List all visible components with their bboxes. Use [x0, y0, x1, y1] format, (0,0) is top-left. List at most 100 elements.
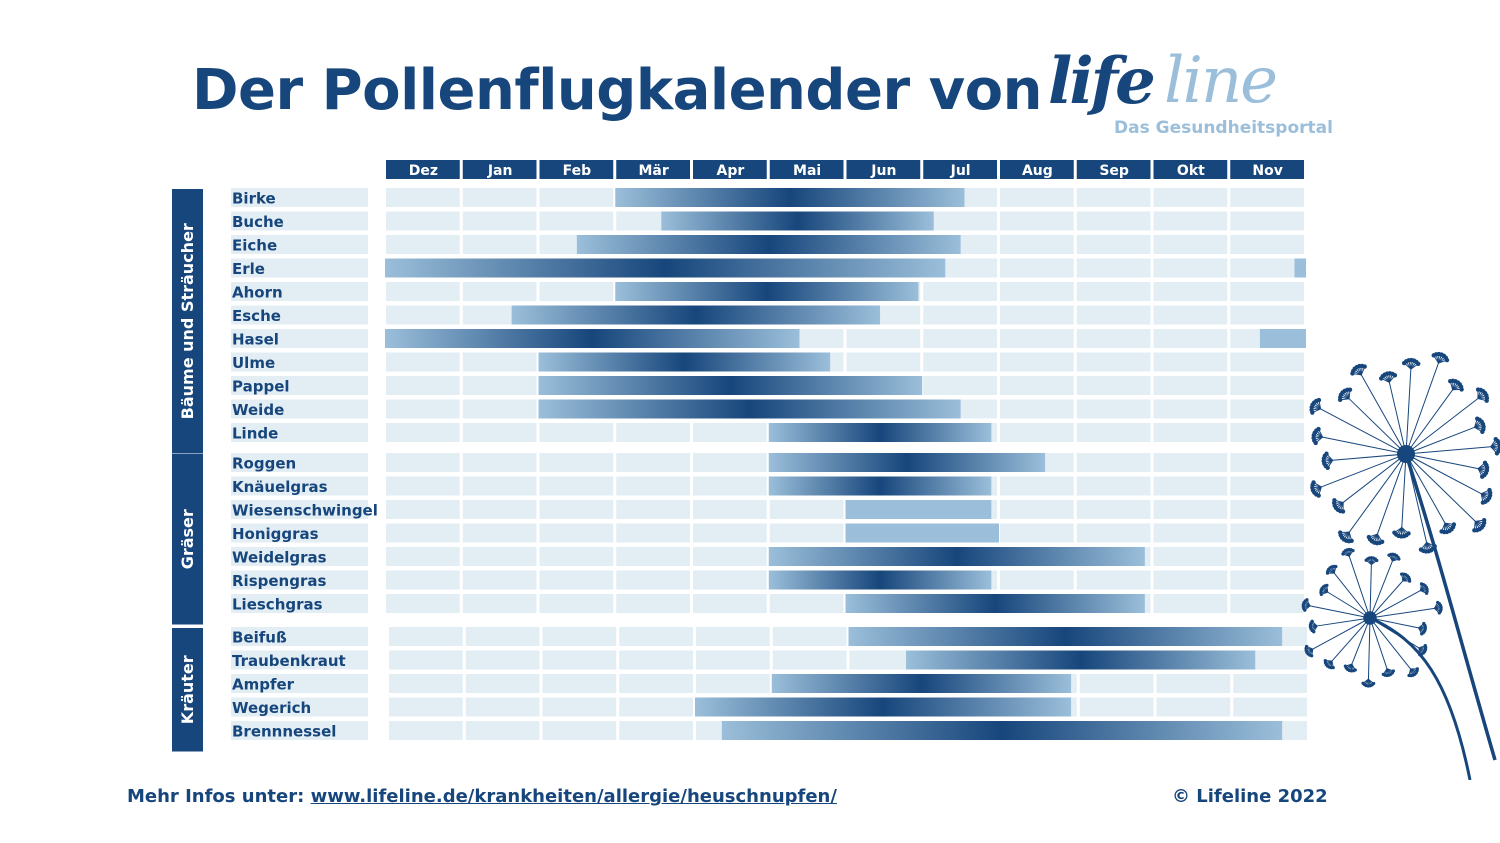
dandelion-center: [1397, 445, 1415, 463]
pollen-bar: [385, 329, 800, 348]
dandelion-stem: [1404, 453, 1497, 761]
grid-cell: [1153, 282, 1228, 301]
pollen-bar: [848, 627, 1283, 646]
footer-more-info: Mehr Infos unter: www.lifeline.de/krankh…: [127, 786, 837, 807]
grid-cell: [1153, 376, 1228, 395]
grid-cell: [389, 721, 463, 740]
grid-cell: [849, 650, 924, 670]
grid-cell: [1230, 352, 1304, 372]
grid-cell: [1000, 399, 1074, 419]
seed-filament: [1367, 617, 1371, 680]
grid-cell: [542, 650, 617, 670]
grid-cell: [462, 352, 537, 372]
seed-filament: [1405, 369, 1412, 455]
logo-life-text: life: [1048, 44, 1156, 119]
grid-cell: [386, 282, 460, 301]
grid-cell: [1230, 423, 1304, 442]
seed-tip: [1392, 530, 1397, 535]
month-header-cell: [616, 160, 690, 179]
seed-tip: [1480, 500, 1486, 505]
grid-cell: [1076, 211, 1151, 231]
grid-cell: [923, 352, 997, 372]
seed-filament: [1320, 408, 1407, 455]
group-label: Gräser: [178, 509, 197, 569]
grid-cell: [1153, 500, 1228, 519]
month-label: Nov: [1252, 163, 1282, 179]
seed-filament: [1369, 580, 1404, 619]
row-label: Lieschgras: [232, 596, 323, 614]
grid-cell: [696, 674, 770, 693]
grid-cell: [462, 476, 537, 496]
grid-cell: [693, 453, 767, 472]
row-label: Eiche: [232, 237, 277, 255]
grid-cell: [1000, 376, 1074, 395]
seed-filament: [1322, 436, 1407, 455]
grid-cell: [1000, 500, 1074, 519]
pollen-bar: [768, 570, 992, 590]
grid-cell: [386, 423, 460, 442]
seed-filament: [1405, 453, 1476, 522]
seed-filament: [1348, 556, 1371, 619]
seed-filament: [1342, 453, 1407, 503]
grid-cell: [616, 570, 690, 590]
pollen-bar: [385, 258, 946, 278]
grid-cell: [1153, 423, 1228, 442]
grid-cell: [1000, 523, 1074, 543]
grid-cell: [465, 674, 540, 693]
row-label: Weidelgras: [232, 549, 327, 567]
seed-filament: [1401, 453, 1407, 528]
grid-cell: [846, 352, 921, 372]
footer-link[interactable]: www.lifeline.de/krankheiten/allergie/heu…: [310, 786, 837, 807]
month-header-cell: [1076, 160, 1151, 179]
grid-cell: [539, 594, 614, 613]
seed-tip: [1334, 564, 1338, 569]
grid-cell: [389, 650, 463, 670]
grid-cell: [465, 650, 540, 670]
grid-cell: [1233, 674, 1307, 693]
grid-cell: [386, 399, 460, 419]
grid-cell: [386, 500, 460, 519]
grid-cell: [1230, 594, 1304, 613]
seed-filament: [1405, 453, 1479, 470]
grid-cell: [462, 188, 537, 207]
pollen-bar: [845, 500, 992, 519]
pollen-bar: [768, 453, 1046, 472]
grid-cell: [1000, 476, 1074, 496]
month-label: Jul: [950, 163, 971, 179]
grid-cell: [389, 697, 463, 717]
row-label: Rispengras: [232, 572, 326, 590]
grid-cell: [539, 211, 614, 231]
month-label: Apr: [716, 163, 744, 179]
row-label: Knäuelgras: [232, 478, 328, 496]
row-name-cell: [231, 570, 368, 590]
grid-cell: [1000, 188, 1074, 207]
grid-cell: [1153, 352, 1228, 372]
grid-cell: [616, 476, 690, 496]
grid-cell: [386, 476, 460, 496]
seed-tip: [1397, 557, 1401, 561]
grid-cell: [619, 627, 693, 646]
group-label-box: [172, 189, 203, 454]
grid-cell: [1230, 211, 1304, 231]
grid-cell: [539, 523, 614, 543]
seed-tip: [1351, 548, 1355, 553]
pollen-bar: [906, 650, 1256, 670]
seed-tip: [1407, 673, 1411, 678]
seed-filament: [1317, 617, 1371, 627]
row-name-cell: [231, 211, 368, 231]
month-label: Sep: [1099, 163, 1129, 179]
seed-filament: [1388, 382, 1407, 455]
grid-cell: [616, 423, 690, 442]
dandelion-stem: [1369, 616, 1472, 780]
logo-subtitle: Das Gesundheitsportal: [1114, 118, 1333, 138]
grid-cell: [769, 523, 844, 543]
row-label: Roggen: [232, 455, 296, 473]
grid-cell: [462, 453, 537, 472]
grid-cell: [1076, 500, 1151, 519]
grid-cell: [1000, 258, 1074, 278]
grid-cell: [462, 570, 537, 590]
row-name-cell: [231, 476, 368, 496]
grid-cell: [1156, 674, 1231, 693]
row-label: Ulme: [232, 354, 275, 372]
